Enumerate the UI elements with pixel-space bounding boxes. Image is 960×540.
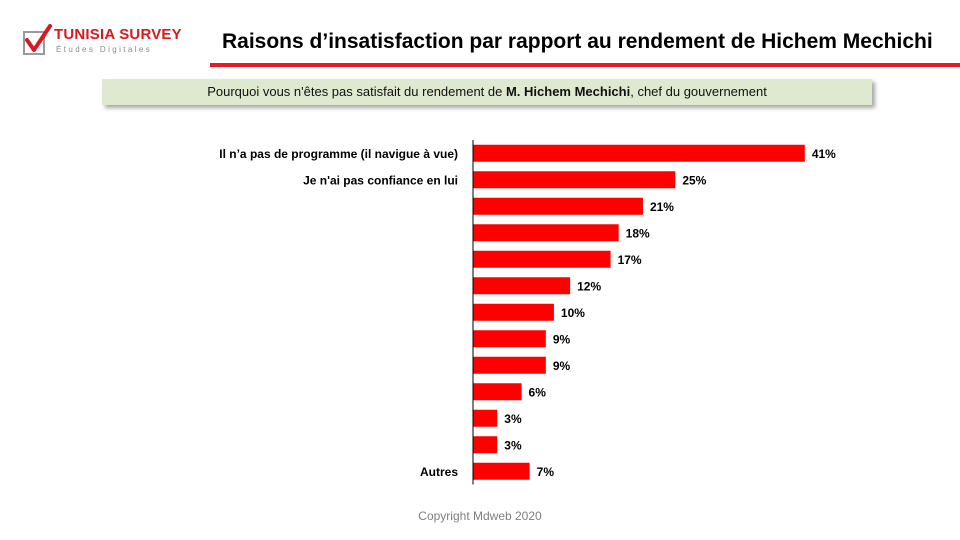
copyright-text: Copyright Mdweb 2020 — [418, 509, 542, 523]
data-label: 9% — [553, 359, 571, 373]
bar — [473, 436, 498, 454]
brand-name: TUNISIA SURVEY — [54, 26, 182, 43]
bar — [473, 144, 805, 162]
question-name: M. Hichem Mechichi — [505, 84, 631, 99]
question-suffix: , chef du gouvernement — [630, 84, 767, 99]
question-prefix: Pourquoi vous n'êtes pas satisfait du re… — [207, 84, 506, 99]
bar — [473, 197, 643, 215]
data-label: 9% — [553, 332, 571, 346]
data-label: 41% — [812, 147, 836, 161]
category-label: Autres — [420, 465, 458, 479]
data-label: 25% — [682, 173, 706, 187]
data-label: 17% — [618, 253, 642, 267]
data-label: 7% — [537, 465, 555, 479]
bar — [473, 303, 554, 321]
bar — [473, 383, 522, 401]
page-title: Raisons d’insatisfaction par rapport au … — [222, 30, 933, 53]
bar — [473, 330, 546, 348]
data-label: 10% — [561, 306, 585, 320]
data-label: 3% — [504, 412, 522, 426]
category-label: Il n’a pas de programme (il navigue à vu… — [219, 147, 458, 161]
brand-logo: TUNISIA SURVEY Études Digitales — [22, 22, 192, 62]
data-label: 18% — [626, 226, 650, 240]
bar — [473, 409, 498, 427]
title-divider — [210, 63, 960, 67]
checkmark-logo-icon — [23, 24, 52, 55]
data-label: 3% — [504, 438, 522, 452]
bar — [473, 224, 619, 242]
data-label: 12% — [577, 279, 601, 293]
category-label: Je n'ai pas confiance en lui — [303, 173, 458, 187]
bar — [473, 171, 676, 189]
data-label: 21% — [650, 200, 674, 214]
data-label: 6% — [529, 385, 547, 399]
bar — [473, 277, 571, 295]
bar — [473, 462, 530, 480]
bar — [473, 356, 546, 374]
bar — [473, 250, 611, 268]
question-banner: Pourquoi vous n'êtes pas satisfait du re… — [102, 79, 872, 105]
brand-tagline: Études Digitales — [56, 45, 153, 54]
